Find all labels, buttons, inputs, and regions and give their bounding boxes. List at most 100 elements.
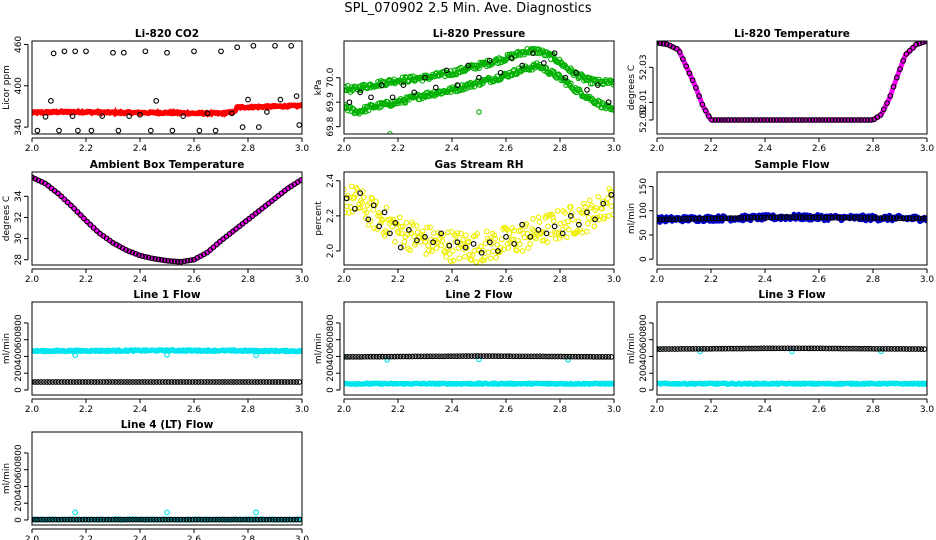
y-tick-label: 30 xyxy=(14,233,24,245)
data-point xyxy=(486,353,493,359)
data-point xyxy=(452,88,459,95)
data-point xyxy=(382,353,389,360)
data-point xyxy=(347,353,353,360)
data-point xyxy=(540,228,547,235)
data-point xyxy=(72,352,79,359)
data-point xyxy=(369,195,376,202)
data-point xyxy=(77,212,84,218)
data-point xyxy=(463,232,469,239)
data-point xyxy=(454,239,461,246)
data-point xyxy=(722,345,729,352)
x-tick-label: 2.2 xyxy=(79,535,93,540)
data-point xyxy=(853,345,859,352)
data-point xyxy=(527,234,534,240)
data-point xyxy=(453,232,460,239)
data-point xyxy=(121,516,127,523)
data-point xyxy=(903,346,910,352)
x-tick-label: 2.2 xyxy=(704,275,718,285)
data-point xyxy=(389,94,396,101)
y-tick-label: 34 xyxy=(14,190,24,202)
x-tick-label: 2.2 xyxy=(391,405,405,415)
data-point xyxy=(568,210,575,216)
data-point xyxy=(543,212,550,219)
data-point xyxy=(365,216,372,223)
page-title: SPL_070902 2.5 Min. Ave. Diagnostics xyxy=(344,1,592,16)
data-point xyxy=(191,48,197,55)
data-point xyxy=(534,232,541,238)
data-point xyxy=(851,117,858,123)
data-point xyxy=(516,353,523,360)
data-point xyxy=(195,516,202,523)
data-point xyxy=(764,117,771,123)
data-point xyxy=(610,381,614,387)
data-point xyxy=(880,106,887,113)
data-point xyxy=(454,230,461,236)
data-point xyxy=(915,346,922,352)
data-point xyxy=(669,346,675,352)
data-point xyxy=(425,242,431,249)
data-point xyxy=(85,516,92,523)
data-point xyxy=(41,516,47,523)
data-point xyxy=(835,345,842,352)
data-point xyxy=(689,346,696,352)
data-point xyxy=(207,516,214,523)
data-point xyxy=(851,215,858,221)
data-layer xyxy=(32,174,302,265)
data-point xyxy=(155,256,162,263)
data-point xyxy=(129,249,136,256)
data-point xyxy=(164,351,170,358)
data-point xyxy=(564,234,570,241)
data-point xyxy=(429,248,435,255)
y-tick-label: 100 xyxy=(639,202,649,219)
data-point xyxy=(743,345,749,352)
data-point xyxy=(264,109,270,115)
data-point xyxy=(83,48,89,55)
data-point xyxy=(376,353,383,360)
data-point xyxy=(448,229,455,235)
data-point xyxy=(906,47,913,54)
data-point xyxy=(858,117,864,123)
x-tick-label: 2.0 xyxy=(337,405,352,415)
data-point xyxy=(64,379,71,385)
data-point xyxy=(820,345,827,352)
data-point xyxy=(147,379,154,385)
data-point xyxy=(710,345,717,352)
data-point xyxy=(767,117,774,123)
data-point xyxy=(290,379,297,385)
data-point xyxy=(799,117,806,123)
data-point xyxy=(378,82,385,88)
data-point xyxy=(196,127,203,134)
x-tick-label: 2.8 xyxy=(553,275,568,285)
plot-frame xyxy=(656,40,928,135)
data-point xyxy=(530,215,536,222)
data-point xyxy=(806,214,813,221)
data-point xyxy=(602,353,609,360)
data-point xyxy=(403,353,410,360)
x-tick-label: 2.6 xyxy=(499,275,514,285)
data-point xyxy=(257,379,264,385)
x-tick-label: 2.8 xyxy=(241,144,256,154)
data-point xyxy=(493,254,499,261)
data-point xyxy=(769,345,776,352)
x-tick-label: 2.4 xyxy=(133,275,148,285)
y-tick-label: 69.9 xyxy=(326,92,336,112)
data-point xyxy=(70,379,77,385)
data-point xyxy=(34,127,41,134)
data-point xyxy=(180,113,187,119)
data-point xyxy=(456,255,463,262)
data-point xyxy=(514,247,520,254)
plot-frame xyxy=(31,171,303,266)
data-point xyxy=(44,379,50,385)
data-point xyxy=(505,245,512,251)
data-point xyxy=(874,215,881,221)
data-point xyxy=(474,231,481,237)
data-point xyxy=(707,345,714,352)
x-tick-label: 2.0 xyxy=(25,405,40,415)
data-point xyxy=(403,220,410,226)
data-point xyxy=(384,229,391,236)
data-point xyxy=(35,379,41,385)
data-point xyxy=(563,353,570,360)
data-point xyxy=(850,345,856,352)
data-point xyxy=(888,346,895,352)
